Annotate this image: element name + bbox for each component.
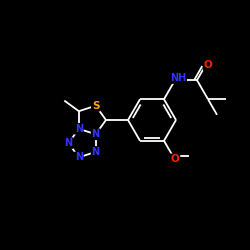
Text: O: O (170, 154, 179, 164)
Text: O: O (204, 60, 212, 70)
Text: N: N (92, 129, 100, 139)
Text: S: S (92, 101, 100, 111)
Text: N: N (64, 138, 72, 148)
Text: N: N (75, 124, 83, 134)
Text: NH: NH (170, 73, 186, 83)
Text: N: N (75, 152, 83, 162)
Text: N: N (92, 147, 100, 157)
